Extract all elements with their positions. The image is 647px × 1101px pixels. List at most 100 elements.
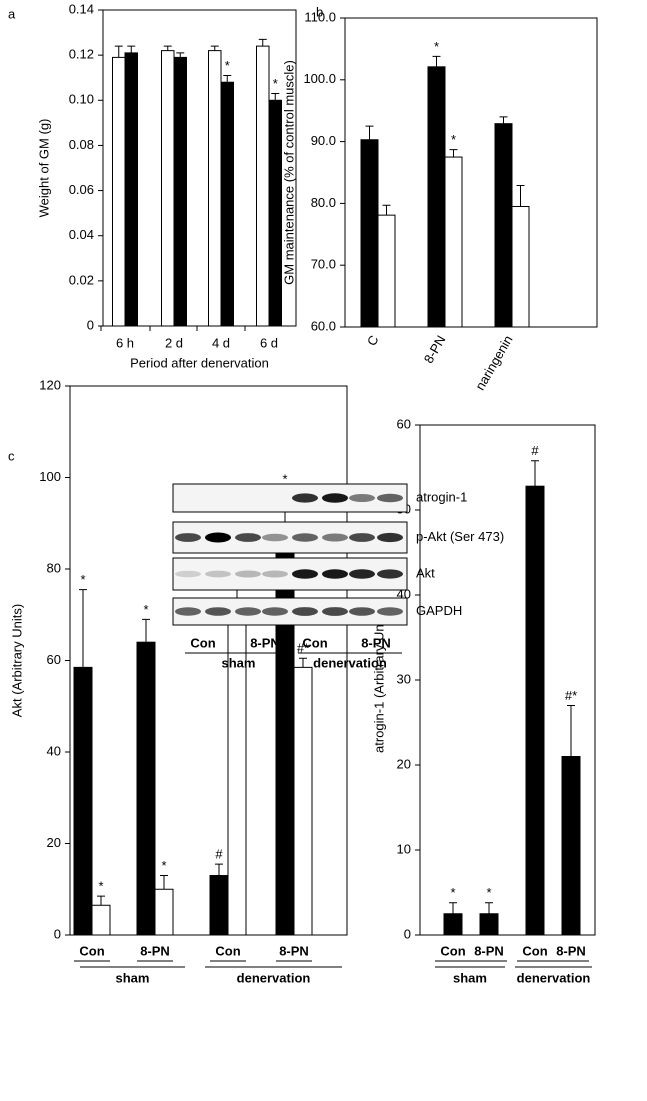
bar [360, 139, 379, 328]
blot-band [322, 493, 348, 503]
blot-row-label: GAPDH [416, 603, 462, 618]
bar [73, 666, 93, 936]
x-tick-label: 8-PN [279, 943, 309, 958]
group-label: sham [116, 970, 150, 985]
bar [209, 875, 229, 936]
y-tick-label: 0.04 [69, 227, 94, 242]
lane-label: 8-PN [250, 635, 280, 650]
bar [154, 888, 174, 936]
plot-frame [102, 9, 297, 327]
bar [377, 214, 396, 328]
bar [293, 666, 313, 936]
blot-band [175, 533, 201, 542]
y-tick-label: 60 [397, 416, 411, 431]
blot-band [235, 607, 261, 616]
bar [91, 904, 111, 936]
error-bar [299, 657, 307, 668]
y-tick-label: 100 [39, 469, 61, 484]
bar [220, 81, 234, 327]
error-bar [485, 902, 493, 914]
x-tick-label: naringenin [472, 333, 515, 393]
y-axis-label: Akt (Arbitrary Units) [9, 604, 24, 717]
lane-label: 8-PN [361, 635, 391, 650]
bar [494, 123, 513, 328]
y-axis-label: Weight of GM (g) [36, 119, 51, 218]
error-bar [160, 875, 168, 890]
blot-band [292, 607, 318, 616]
group-label: denervation [517, 970, 591, 985]
x-tick-label: 8-PN [556, 943, 586, 958]
bar [561, 756, 581, 936]
blot-band [377, 607, 403, 616]
y-tick-label: 20 [47, 835, 61, 850]
y-tick-label: 0 [54, 926, 61, 941]
blot-band [322, 569, 348, 579]
x-tick-label: C [364, 333, 382, 349]
blot-band [175, 570, 201, 578]
y-tick-label: 60 [47, 652, 61, 667]
bar [112, 56, 126, 327]
error-bar [382, 204, 391, 216]
y-tick-label: 100.0 [303, 71, 336, 86]
error-bar [127, 45, 136, 53]
blot-band [235, 533, 261, 542]
blot-band [262, 607, 288, 616]
bar [256, 45, 270, 327]
bar [227, 598, 247, 936]
blot-band [175, 607, 201, 616]
lane-label: Con [302, 635, 327, 650]
significance-label: * [80, 572, 85, 587]
error-bar [432, 55, 441, 67]
group-label: denervation [237, 970, 311, 985]
panel-label: b [316, 4, 323, 19]
bar [444, 156, 463, 328]
blot-band [377, 532, 403, 543]
y-tick-label: 0.08 [69, 137, 94, 152]
error-bar [210, 45, 219, 51]
blot-band [205, 570, 231, 578]
significance-label: # [531, 443, 539, 458]
bar [479, 913, 499, 936]
blot-band [377, 493, 403, 503]
y-tick-label: 80 [47, 560, 61, 575]
blot-band [322, 607, 348, 616]
x-tick-label: 8-PN [421, 333, 449, 366]
error-bar [567, 705, 575, 757]
group-label: denervation [313, 655, 387, 670]
x-tick-label: 6 h [116, 335, 134, 350]
blot-band [349, 569, 375, 579]
error-bar [258, 38, 267, 47]
group-label: sham [453, 970, 487, 985]
significance-label: * [434, 39, 439, 54]
y-axis-label: atrogin-1 (Arbitrary Units) [371, 607, 386, 753]
error-bar [531, 460, 539, 487]
lane-label: Con [190, 635, 215, 650]
bar [136, 641, 156, 936]
x-tick-label: 8-PN [474, 943, 504, 958]
significance-label: * [143, 602, 148, 617]
y-tick-label: 0.10 [69, 92, 94, 107]
blot-band [262, 570, 288, 578]
y-tick-label: 0.12 [69, 47, 94, 62]
bar [443, 913, 463, 936]
y-tick-label: 70.0 [311, 257, 336, 272]
y-tick-label: 60.0 [311, 318, 336, 333]
x-tick-label: Con [215, 943, 240, 958]
error-bar [516, 184, 525, 207]
x-tick-label: Con [522, 943, 547, 958]
error-bar [215, 863, 223, 876]
significance-label: * [161, 858, 166, 873]
error-bar [163, 45, 172, 51]
bar [208, 50, 222, 327]
blot-band [377, 569, 403, 579]
blot-band [292, 569, 318, 579]
error-bar [114, 45, 123, 58]
significance-label: #* [297, 641, 309, 656]
group-label: sham [222, 655, 256, 670]
blot-band [262, 533, 288, 542]
y-tick-label: 0.06 [69, 182, 94, 197]
y-tick-label: 0.02 [69, 272, 94, 287]
blot-band [292, 493, 318, 503]
y-tick-label: 10 [397, 841, 411, 856]
